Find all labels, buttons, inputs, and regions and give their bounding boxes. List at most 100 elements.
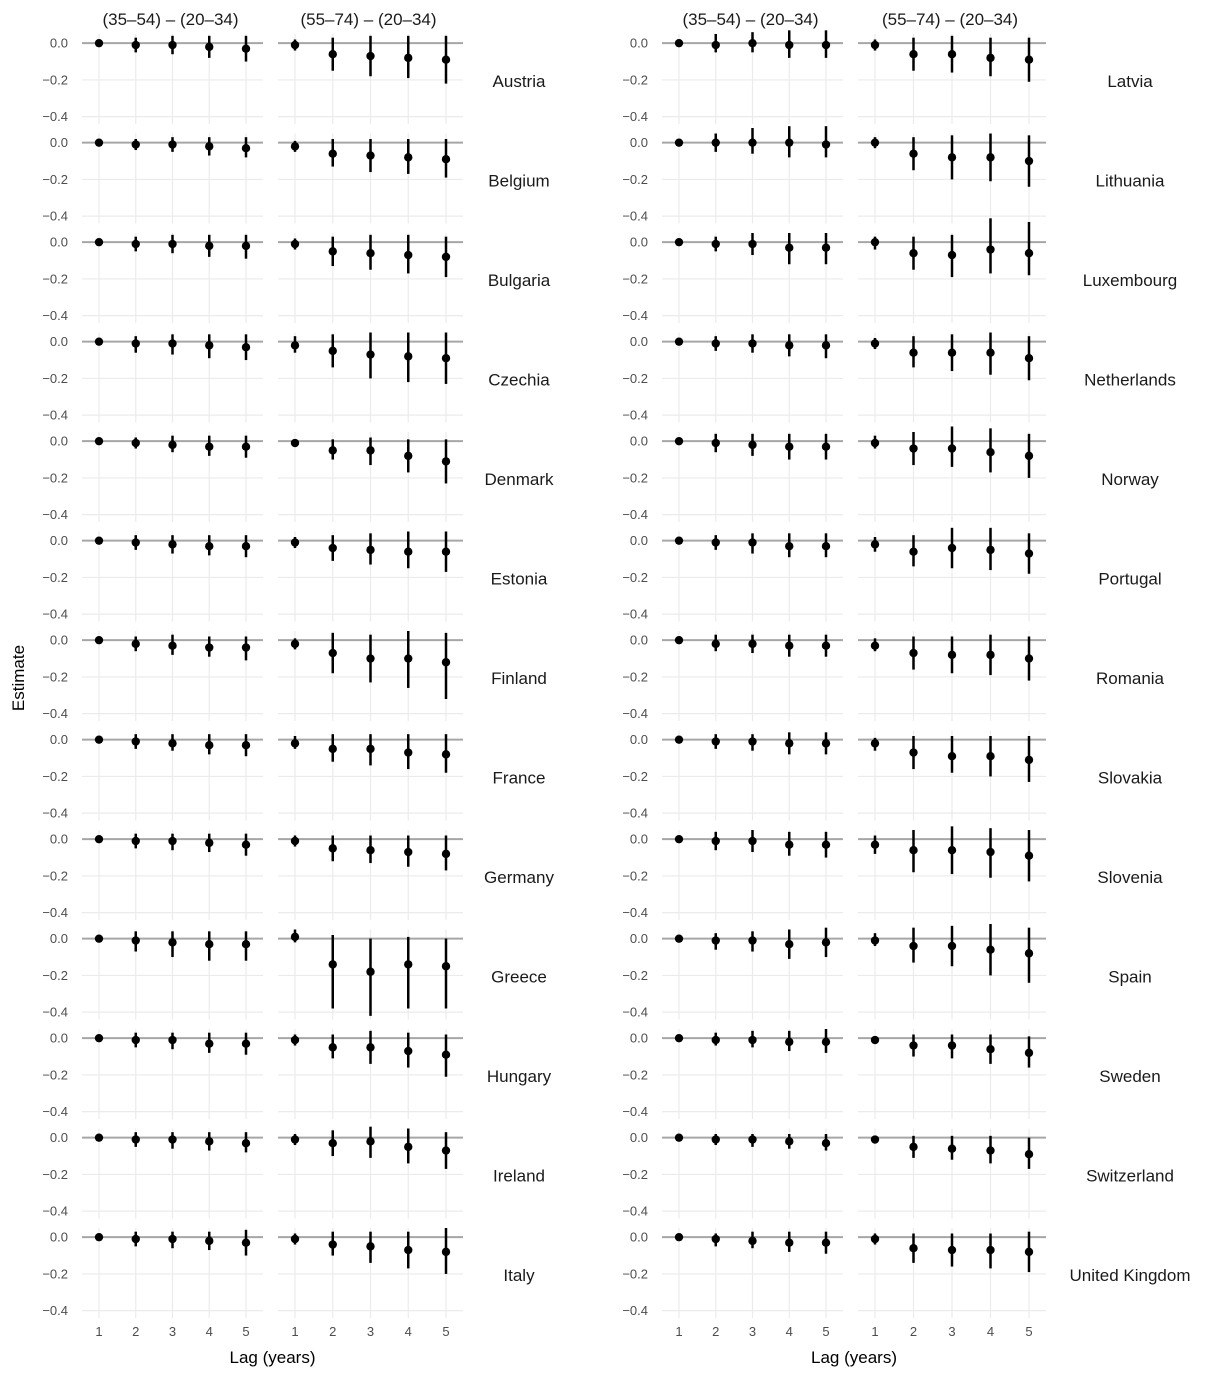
facet-row-label: Bulgaria xyxy=(488,271,551,290)
estimate-point xyxy=(205,241,214,251)
estimate-point xyxy=(785,442,794,451)
estimate-point xyxy=(821,243,831,252)
estimate-point xyxy=(131,438,140,448)
y-tick-label: −0.4 xyxy=(622,408,648,423)
y-tick-label: −0.4 xyxy=(622,1005,648,1020)
estimate-point xyxy=(441,1050,451,1059)
estimate-point xyxy=(168,140,177,149)
estimate-point xyxy=(870,641,880,650)
y-tick-label: −0.4 xyxy=(42,607,68,622)
estimate-point xyxy=(821,641,831,650)
estimate-point xyxy=(205,442,214,451)
estimate-point xyxy=(328,844,337,853)
estimate-point xyxy=(711,1135,720,1144)
facet-column-header: (55–74) – (20–34) xyxy=(300,10,436,29)
estimate-point xyxy=(1024,55,1034,64)
estimate-point xyxy=(986,752,995,761)
estimate-point xyxy=(785,341,794,350)
facet-row-label: Switzerland xyxy=(1086,1167,1174,1186)
estimate-point xyxy=(909,648,918,658)
estimate-point xyxy=(785,243,794,252)
estimate-point xyxy=(94,436,104,446)
estimate-point xyxy=(168,739,177,748)
estimate-point xyxy=(748,239,757,249)
estimate-point xyxy=(986,1245,995,1255)
estimate-point xyxy=(366,1043,375,1052)
y-tick-label: 0.0 xyxy=(630,633,648,648)
estimate-point xyxy=(328,346,337,356)
x-tick-label: 2 xyxy=(712,1324,719,1339)
estimate-point xyxy=(870,339,880,348)
estimate-point xyxy=(711,40,720,50)
estimate-point xyxy=(94,934,104,943)
y-tick-label: −0.4 xyxy=(42,1005,68,1020)
y-tick-label: −0.4 xyxy=(622,706,648,721)
estimate-point xyxy=(909,149,918,158)
estimate-point xyxy=(909,1041,918,1050)
estimate-point xyxy=(821,739,831,748)
y-axis-title: Estimate xyxy=(9,645,28,711)
estimate-point xyxy=(711,639,720,649)
estimate-point xyxy=(404,748,413,757)
estimate-point xyxy=(290,836,300,846)
y-tick-label: 0.0 xyxy=(630,931,648,946)
y-tick-label: −0.4 xyxy=(42,1104,68,1119)
estimate-point xyxy=(290,538,300,547)
y-tick-label: −0.4 xyxy=(42,1303,68,1318)
estimate-point xyxy=(441,354,451,363)
facet-row-label: Estonia xyxy=(491,570,548,589)
y-tick-label: −0.4 xyxy=(622,507,648,522)
estimate-point xyxy=(821,140,831,149)
estimate-point xyxy=(711,936,720,945)
y-tick-label: 0.0 xyxy=(630,135,648,150)
estimate-point xyxy=(366,249,375,258)
estimate-point xyxy=(748,737,757,746)
estimate-point xyxy=(205,341,214,350)
x-tick-label: 1 xyxy=(871,1324,878,1339)
estimate-point xyxy=(328,744,337,754)
y-tick-label: −0.2 xyxy=(622,470,648,485)
estimate-point xyxy=(748,138,757,147)
estimate-point xyxy=(748,538,757,547)
y-tick-label: −0.2 xyxy=(42,769,68,784)
estimate-point xyxy=(328,1138,337,1148)
estimate-point xyxy=(328,1043,337,1052)
y-tick-label: 0.0 xyxy=(50,533,68,548)
facet-row-label: Finland xyxy=(491,669,547,688)
estimate-point xyxy=(1024,249,1034,258)
estimate-point xyxy=(131,936,140,945)
estimate-point xyxy=(404,451,413,461)
y-tick-label: −0.4 xyxy=(42,905,68,920)
x-tick-label: 4 xyxy=(987,1324,994,1339)
estimate-point xyxy=(131,1135,140,1144)
y-tick-label: −0.2 xyxy=(42,172,68,187)
estimate-point xyxy=(131,737,140,746)
y-tick-label: −0.4 xyxy=(622,308,648,323)
estimate-point xyxy=(131,239,140,249)
y-tick-label: 0.0 xyxy=(630,434,648,449)
x-tick-label: 3 xyxy=(367,1324,374,1339)
estimate-point xyxy=(947,1041,957,1050)
estimate-point xyxy=(441,1247,451,1257)
estimate-point xyxy=(366,350,375,359)
y-tick-label: 0.0 xyxy=(630,1230,648,1245)
y-tick-label: −0.4 xyxy=(622,905,648,920)
estimate-point xyxy=(441,750,451,759)
estimate-point xyxy=(748,440,757,450)
y-tick-label: 0.0 xyxy=(50,36,68,51)
y-tick-label: −0.2 xyxy=(42,570,68,585)
estimate-point xyxy=(205,1039,214,1048)
estimate-point xyxy=(1024,354,1034,363)
y-tick-label: 0.0 xyxy=(50,135,68,150)
estimate-point xyxy=(909,1244,918,1253)
estimate-point xyxy=(674,735,684,744)
estimate-point xyxy=(205,740,214,750)
estimate-point xyxy=(711,1234,720,1244)
estimate-point xyxy=(404,1142,413,1152)
estimate-point xyxy=(986,1146,995,1155)
estimate-point xyxy=(290,1035,300,1045)
y-tick-label: −0.2 xyxy=(622,570,648,585)
estimate-point xyxy=(947,444,957,453)
y-tick-label: 0.0 xyxy=(630,235,648,250)
estimate-point xyxy=(94,735,104,744)
